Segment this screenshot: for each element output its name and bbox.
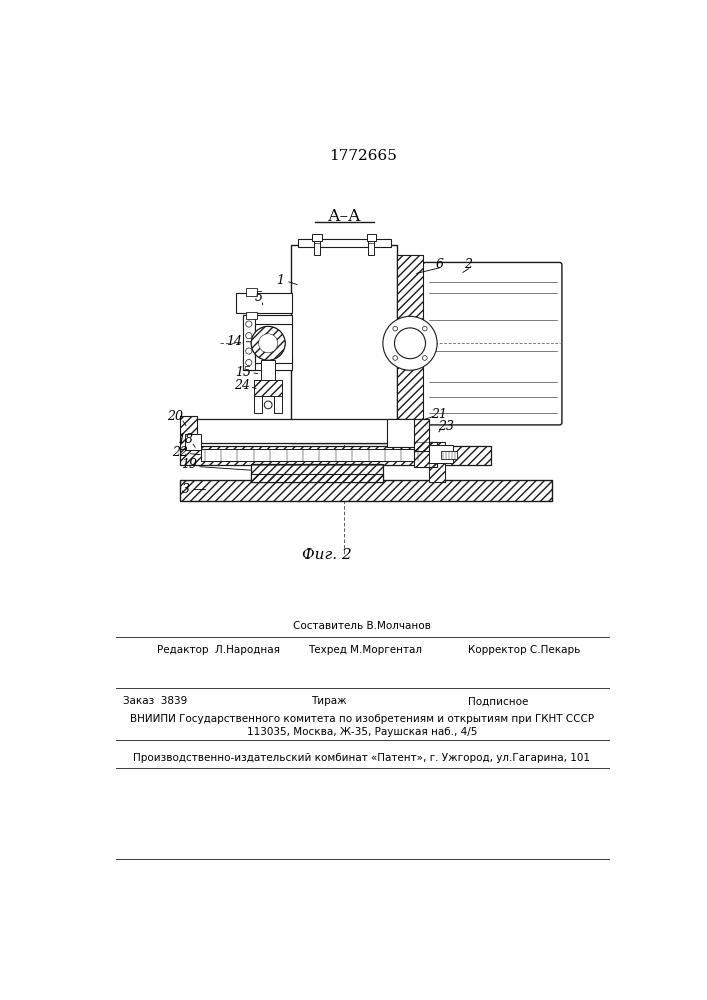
Circle shape (246, 359, 252, 366)
Circle shape (423, 356, 427, 360)
Text: 15: 15 (235, 366, 252, 379)
Bar (180, 480, 552, 501)
Text: 1: 1 (276, 274, 285, 287)
Bar (429, 445, 452, 463)
Circle shape (395, 328, 426, 359)
Bar (180, 480, 552, 501)
Bar (251, 474, 383, 482)
Text: Редактор  Л.Народная: Редактор Л.Народная (156, 645, 279, 655)
Bar (185, 434, 201, 450)
Bar (397, 255, 423, 440)
Text: Подписное: Подписное (468, 696, 529, 706)
Text: 19: 19 (181, 458, 197, 471)
Circle shape (393, 356, 397, 360)
Bar (235, 293, 292, 312)
Bar (255, 324, 292, 363)
Bar (414, 442, 437, 466)
Text: 18: 18 (177, 433, 193, 446)
Bar (298, 239, 391, 247)
Bar (426, 265, 559, 423)
Text: Фиг. 2: Фиг. 2 (302, 548, 352, 562)
Circle shape (423, 326, 427, 331)
Text: 2: 2 (464, 258, 472, 271)
Bar (274, 393, 282, 413)
Bar (291, 245, 397, 443)
Text: 24: 24 (234, 379, 250, 392)
Bar (251, 464, 383, 482)
Bar (243, 315, 255, 370)
Text: Производственно-издательский комбинат «Патент», г. Ужгород, ул.Гагарина, 101: Производственно-издательский комбинат «П… (134, 753, 590, 763)
Bar (429, 442, 445, 482)
Bar (367, 234, 376, 241)
Bar (387, 419, 421, 447)
Bar (201, 449, 421, 461)
Bar (414, 419, 429, 451)
Bar (189, 419, 414, 443)
Text: 20: 20 (167, 410, 183, 423)
Bar (251, 464, 383, 482)
Bar (368, 239, 374, 255)
Circle shape (383, 316, 437, 370)
Bar (429, 442, 445, 482)
Text: 3: 3 (182, 483, 190, 496)
Text: 6: 6 (436, 258, 443, 271)
Text: 113035, Москва, Ж-35, Раушская наб., 4/5: 113035, Москва, Ж-35, Раушская наб., 4/5 (247, 727, 477, 737)
Bar (243, 315, 292, 328)
Bar (180, 416, 197, 449)
Circle shape (259, 334, 277, 353)
Text: ВНИИПИ Государственного комитета по изобретениям и открытиям при ГКНТ СССР: ВНИИПИ Государственного комитета по изоб… (130, 714, 594, 724)
Bar (255, 380, 282, 396)
Bar (246, 288, 257, 296)
Bar (261, 360, 275, 382)
Bar (255, 393, 262, 413)
Text: 1772665: 1772665 (329, 149, 397, 163)
Circle shape (259, 334, 277, 353)
Text: Техред М.Моргентал: Техред М.Моргентал (308, 645, 421, 655)
Circle shape (246, 333, 252, 339)
Text: Составитель В.Молчанов: Составитель В.Молчанов (293, 621, 431, 631)
Text: Корректор С.Пекарь: Корректор С.Пекарь (468, 645, 580, 655)
Bar (255, 380, 282, 396)
Text: Тираж: Тираж (311, 696, 346, 706)
Bar (251, 474, 383, 482)
Bar (429, 442, 445, 482)
Bar (246, 312, 257, 319)
Text: А–А: А–А (327, 208, 361, 225)
Text: 21: 21 (431, 408, 448, 421)
Text: 22: 22 (172, 446, 188, 459)
Bar (201, 449, 387, 461)
Text: Заказ  3839: Заказ 3839 (123, 696, 187, 706)
Bar (414, 442, 437, 466)
Circle shape (246, 348, 252, 354)
Bar (255, 380, 282, 396)
Circle shape (393, 326, 397, 331)
FancyBboxPatch shape (423, 262, 562, 425)
Text: 23: 23 (438, 420, 455, 433)
Circle shape (264, 401, 272, 409)
Bar (314, 239, 320, 255)
Circle shape (246, 321, 252, 327)
Circle shape (251, 326, 285, 360)
Bar (180, 446, 491, 465)
Text: 5: 5 (255, 291, 263, 304)
Bar (243, 357, 292, 370)
Bar (397, 255, 423, 440)
Bar (180, 416, 197, 449)
Bar (312, 234, 322, 241)
Bar (441, 451, 457, 459)
Bar (414, 419, 429, 451)
Text: 14: 14 (226, 335, 242, 348)
Bar (180, 446, 491, 465)
